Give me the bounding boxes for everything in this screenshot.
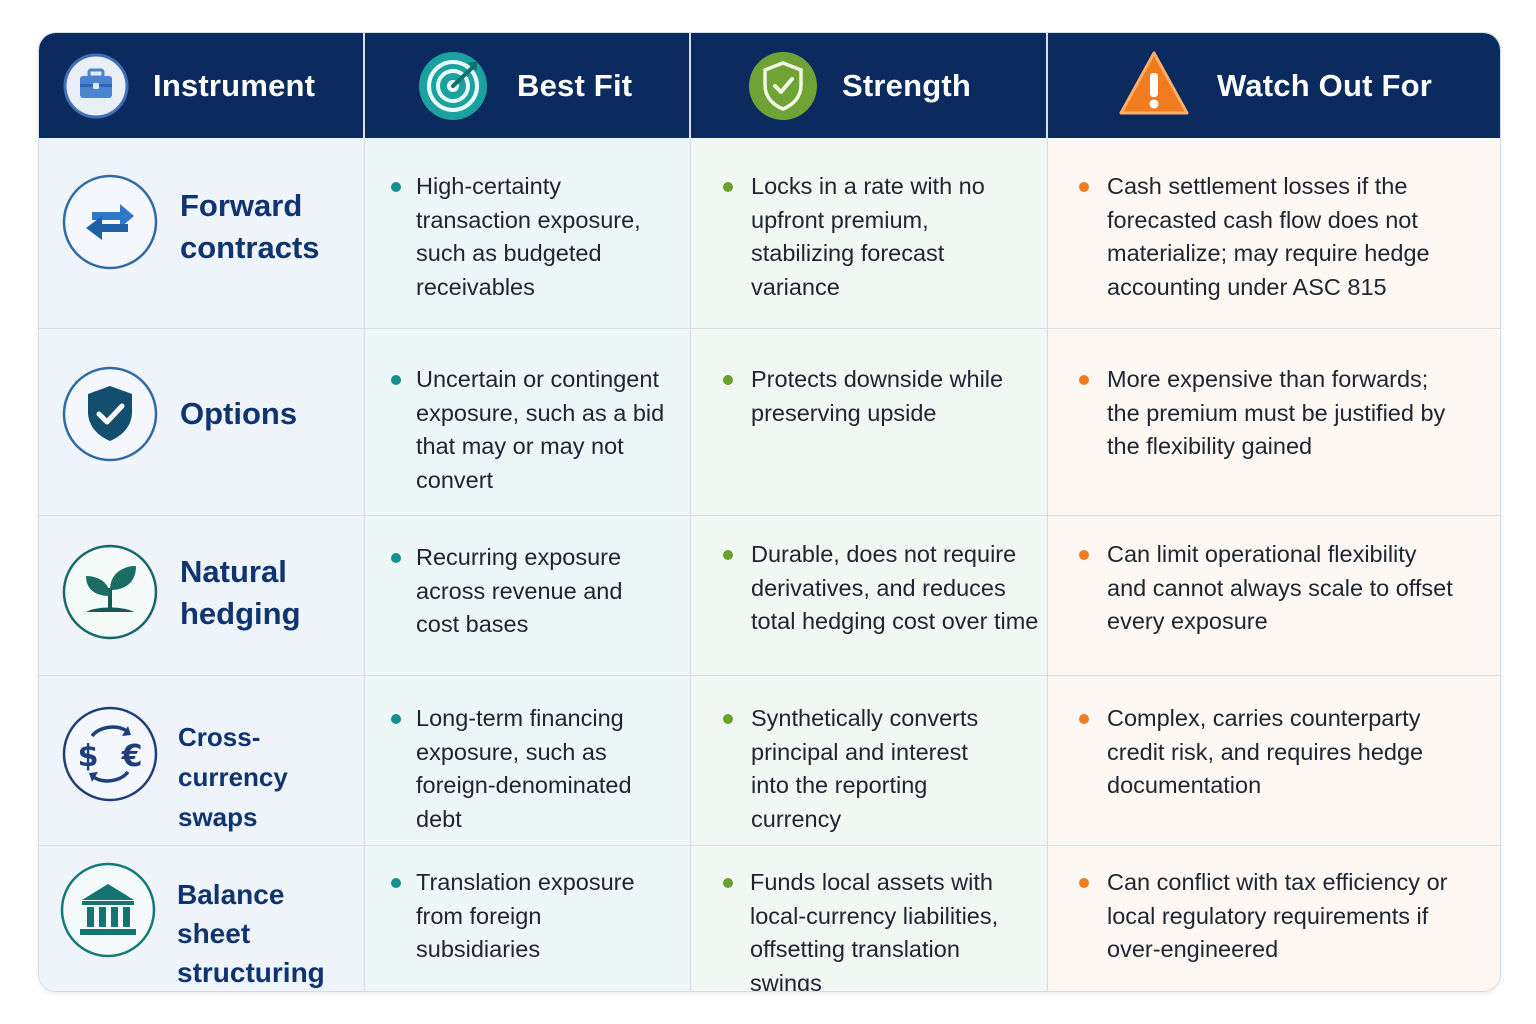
instrument-label: Forward contracts [180, 188, 320, 265]
shield-check-icon [62, 366, 158, 462]
best-fit-text: High-certainty transaction exposure, suc… [416, 173, 641, 300]
instrument-label: Natural hedging [180, 554, 301, 631]
strength-text: Synthetically converts principal and int… [751, 705, 979, 832]
column-header-instrument: Instrument [153, 67, 316, 103]
table-row [39, 515, 1500, 675]
strength-text: Funds local assets with local-currency l… [750, 869, 999, 992]
target-icon [419, 52, 487, 120]
instrument-label: Cross-currency swaps [178, 722, 288, 832]
shield-check-icon [749, 52, 817, 120]
instrument-label: Balance sheet structuring [177, 879, 325, 988]
column-header-strength: Strength [842, 67, 972, 103]
watch-out-text: Cash settlement losses if the forecasted… [1107, 173, 1430, 300]
table-row [39, 138, 1500, 328]
strength-text: Durable, does not require derivatives, a… [751, 541, 1039, 634]
exchange-arrows-icon [62, 174, 158, 270]
watch-out-text: Can limit operational flexibility and ca… [1107, 541, 1453, 634]
currency-swap-icon: $ € [62, 706, 158, 802]
table-header: Instrument Best Fit Strength Watch Out F… [39, 33, 1500, 138]
table-row [39, 675, 1500, 845]
strength-text: Locks in a rate with no upfront premium,… [751, 173, 985, 300]
bank-building-icon [60, 862, 156, 958]
best-fit-text: Translation exposure from foreign subsid… [416, 869, 635, 962]
column-header-watch-out: Watch Out For [1217, 67, 1432, 103]
column-header-best-fit: Best Fit [517, 67, 633, 103]
best-fit-text: Uncertain or contingent exposure, such a… [416, 366, 665, 493]
watch-out-text: Complex, carries counterparty credit ris… [1107, 705, 1424, 798]
watch-out-text: Can conflict with tax efficiency or loca… [1107, 869, 1448, 962]
watch-out-text: More expensive than forwards; the premiu… [1107, 366, 1446, 459]
briefcase-icon [63, 53, 129, 119]
strength-text: Protects downside while preserving upsid… [751, 366, 1004, 426]
svg-text:€: € [121, 739, 143, 774]
instrument-label: Options [180, 396, 298, 431]
sprout-icon [62, 544, 158, 640]
best-fit-text: Long-term financing exposure, such as fo… [416, 705, 632, 832]
best-fit-text: Recurring exposure across revenue and co… [416, 544, 623, 637]
svg-text:$: $ [78, 739, 99, 774]
comparison-table: Instrument Best Fit Strength Watch Out F… [38, 32, 1501, 992]
warning-icon [1119, 51, 1189, 115]
